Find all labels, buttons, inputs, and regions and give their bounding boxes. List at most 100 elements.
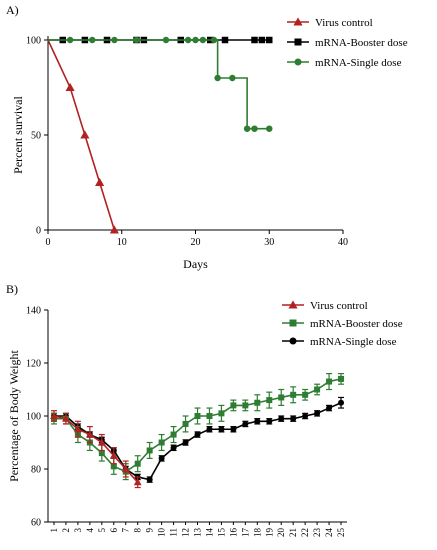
data-point [251, 36, 258, 44]
data-point [266, 397, 273, 404]
data-point [266, 36, 273, 44]
data-point [210, 36, 218, 44]
data-point [158, 455, 165, 462]
legend-marker [294, 58, 302, 66]
legend-label: Virus control [315, 17, 373, 29]
x-tick-label: 9 [145, 528, 155, 533]
data-point [314, 410, 321, 417]
data-point [290, 415, 297, 422]
data-point [133, 478, 142, 486]
x-tick-label: 13 [193, 528, 203, 538]
data-point [109, 225, 119, 234]
y-tick-label: 50 [31, 131, 41, 142]
x-tick-label: 4 [85, 528, 95, 533]
data-point [121, 465, 130, 472]
data-point [98, 450, 105, 457]
data-point [302, 391, 309, 398]
data-point [326, 378, 333, 385]
data-point [182, 420, 189, 427]
data-point [134, 460, 141, 467]
data-point [162, 36, 170, 44]
data-point [326, 405, 333, 412]
x-tick-label: 18 [252, 528, 262, 538]
x-tick-label: 20 [276, 528, 286, 538]
data-point [184, 36, 192, 44]
x-tick-label: 25 [336, 528, 346, 538]
data-point [314, 386, 321, 393]
legend-marker [293, 17, 303, 26]
x-tick-label: 11 [169, 528, 179, 537]
data-point [133, 36, 140, 44]
series-line-1 [53, 378, 342, 473]
data-point [89, 36, 96, 44]
legend-label: Virus control [310, 300, 368, 312]
x-axis-label: Days [183, 257, 208, 271]
data-point [65, 82, 75, 91]
data-point [110, 463, 117, 470]
body-weight-chart: B)1 2 3 4 5 6 7 8 9 10 11 12 13 14 15 16 17 18 19 20 21 22 23 2… [6, 282, 403, 537]
legend-label: mRNA-Booster dose [315, 37, 408, 49]
x-tick-label: 0 [46, 237, 51, 248]
x-tick-label: 10 [117, 237, 127, 248]
x-tick-label: 30 [264, 237, 274, 248]
data-point [74, 425, 82, 433]
data-point [206, 426, 213, 433]
data-point [170, 431, 177, 438]
x-tick-label: 15 [216, 528, 226, 538]
panel-label-b: B) [6, 282, 18, 296]
data-point [242, 402, 249, 409]
y-tick-label: 100 [26, 412, 41, 423]
y-axis-label: Percent survival [11, 96, 25, 174]
legend-marker [294, 38, 302, 46]
data-point [266, 125, 273, 132]
data-point [338, 375, 345, 382]
data-point [62, 414, 70, 422]
data-point [218, 410, 225, 417]
survival-chart: A) 0 10 20 30 40 0 50 100 Days Percent survival Vir… [6, 3, 408, 271]
data-point [109, 451, 118, 459]
data-point [146, 476, 153, 483]
data-point [254, 418, 261, 425]
data-point [290, 391, 297, 398]
data-point [80, 130, 90, 139]
data-point [229, 74, 236, 82]
x-tick-label: 40 [338, 237, 348, 248]
data-point [66, 36, 74, 44]
data-point [243, 125, 251, 132]
data-point [182, 439, 189, 446]
legend-marker [289, 337, 297, 345]
series-group-0 [50, 410, 142, 489]
data-point [258, 36, 266, 44]
x-tick-label: 22 [300, 528, 310, 537]
data-point [218, 426, 225, 433]
data-point [146, 447, 153, 454]
x-tick-label: 12 [181, 528, 191, 537]
data-point [194, 431, 201, 438]
y-axis-label: Percentage of Body Weight [7, 349, 21, 481]
y-tick-label: 100 [26, 36, 41, 47]
x-tick-label: 23 [312, 528, 322, 538]
x-tick-label: 17 [240, 528, 250, 538]
legend-marker [288, 300, 298, 309]
data-point [206, 413, 213, 419]
y-tick-label: 120 [26, 359, 41, 370]
x-tick-label: 10 [157, 528, 167, 538]
data-point [158, 439, 165, 446]
panel-label-a: A) [6, 3, 19, 17]
data-point [199, 36, 207, 44]
legend-marker [289, 319, 297, 327]
data-point [242, 420, 249, 427]
y-tick-label: 140 [26, 306, 41, 317]
data-point [338, 399, 345, 406]
x-tick-label: 6 [109, 528, 119, 533]
data-point [170, 444, 177, 451]
data-point [111, 36, 118, 44]
data-point [254, 399, 261, 406]
legend-label: mRNA-Single dose [315, 57, 402, 69]
y-tick-label: 80 [31, 465, 41, 476]
data-point [194, 413, 201, 419]
x-tick-label: 19 [264, 528, 274, 538]
x-tick-label: 16 [228, 528, 238, 538]
legend-label: mRNA-Single dose [310, 336, 397, 348]
x-tick-label: 21 [288, 528, 298, 537]
